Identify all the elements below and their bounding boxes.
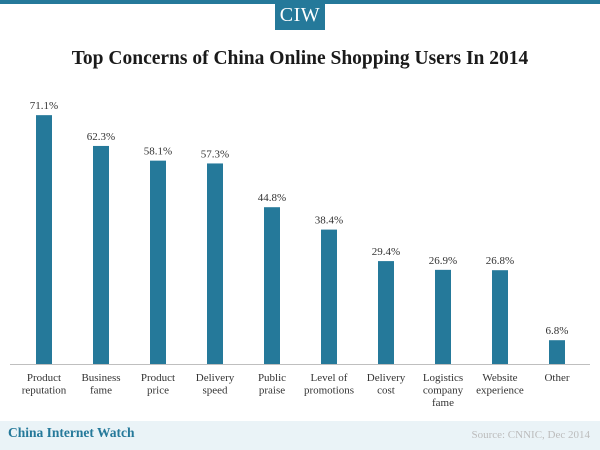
bar bbox=[378, 261, 394, 364]
footer-bar bbox=[0, 421, 600, 450]
brand-name: China Internet Watch bbox=[8, 425, 135, 440]
data-label: 26.9% bbox=[429, 255, 457, 267]
category-label: Other bbox=[544, 372, 569, 384]
data-label: 44.8% bbox=[258, 192, 286, 204]
bar bbox=[435, 269, 451, 364]
data-label: 6.8% bbox=[546, 325, 569, 337]
bar bbox=[207, 163, 223, 364]
bar bbox=[36, 115, 52, 365]
logo-text: CIW bbox=[279, 3, 321, 26]
bar bbox=[93, 145, 109, 364]
category-label: Delivery speed bbox=[196, 372, 235, 397]
bar bbox=[549, 340, 565, 364]
data-label: 71.1% bbox=[30, 100, 58, 112]
category-label: Public praise bbox=[258, 372, 286, 397]
data-label: 58.1% bbox=[144, 146, 172, 158]
source-note: Source: CNNIC, Dec 2014 bbox=[471, 429, 590, 441]
bar bbox=[492, 270, 508, 364]
category-label: Website experience bbox=[476, 372, 524, 397]
bar-chart: 71.1% Product reputation 62.3% Business fame 5… bbox=[10, 100, 590, 409]
data-label: 29.4% bbox=[372, 246, 400, 258]
ciw-logo: CIW bbox=[275, 0, 325, 30]
chart-title: Top Concerns of China Online Shopping Us… bbox=[71, 48, 529, 69]
bar bbox=[321, 229, 337, 364]
category-label: Logistics company fame bbox=[423, 372, 464, 409]
data-label: 26.8% bbox=[486, 255, 514, 267]
category-label: Business fame bbox=[81, 372, 120, 397]
category-label: Level of promotions bbox=[304, 372, 354, 397]
data-label: 57.3% bbox=[201, 148, 229, 160]
category-label: Product price bbox=[141, 372, 175, 397]
category-label: Product reputation bbox=[22, 372, 67, 397]
bar bbox=[264, 207, 280, 364]
data-label: 38.4% bbox=[315, 215, 343, 227]
bar bbox=[150, 160, 166, 364]
data-label: 62.3% bbox=[87, 131, 115, 143]
category-label: Delivery cost bbox=[367, 372, 406, 397]
